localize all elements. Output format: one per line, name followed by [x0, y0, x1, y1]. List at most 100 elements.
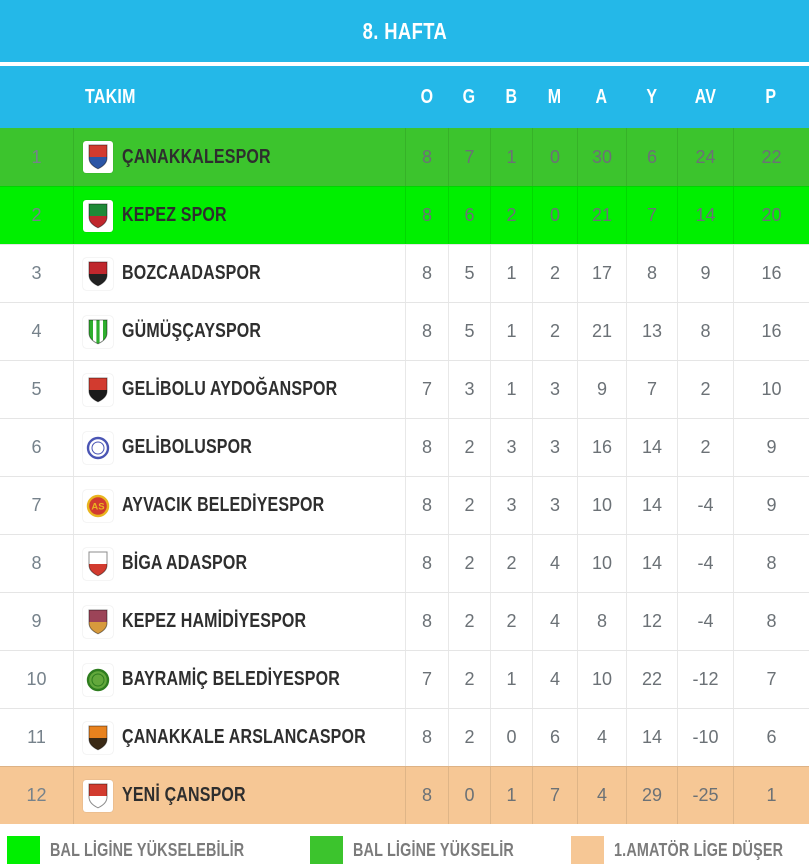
stat-value-cell: 3	[448, 361, 490, 418]
stat-value-cell: 2	[490, 593, 532, 650]
table-body: 1 ÇANAKKALESPOR 8 7 1 0 30 6 24 22 2 KEP…	[0, 128, 809, 824]
stat-column-header-cell: O	[405, 66, 448, 128]
stat-value-cell: -12	[677, 651, 733, 708]
stat-value: 9	[596, 379, 607, 399]
stat-value-cell: 14	[626, 535, 677, 592]
stat-value-cell: 1	[490, 303, 532, 360]
legend-color-swatch	[7, 836, 40, 864]
position-cell: 10	[0, 651, 74, 708]
team-logo-icon	[83, 199, 113, 232]
stat-value: 8	[421, 146, 432, 167]
stat-value: 21	[591, 205, 613, 225]
position-number: 4	[31, 321, 42, 341]
stat-value-cell: 14	[626, 477, 677, 534]
stat-column-header-cell: M	[532, 66, 577, 128]
stat-value-cell: 2	[448, 709, 490, 766]
stat-column-header-cell: A	[577, 66, 626, 128]
stat-value-cell: 7	[733, 651, 809, 708]
stat-value: 2	[506, 611, 517, 631]
position-cell: 7	[0, 477, 74, 534]
stat-value-cell: 10	[577, 535, 626, 592]
stat-value: 0	[549, 146, 560, 167]
week-title: 8. HAFTA	[362, 17, 447, 44]
stat-value-cell: 21	[577, 303, 626, 360]
stat-value: 14	[641, 437, 663, 457]
stat-value-cell: 8	[405, 187, 448, 244]
stat-value-cell: 8	[405, 709, 448, 766]
stat-value-cell: 8	[677, 303, 733, 360]
stat-value: 2	[464, 437, 475, 457]
position-number: 1	[31, 146, 42, 167]
stat-value: 1	[766, 785, 777, 805]
stat-value-cell: 8	[405, 419, 448, 476]
stat-value: 1	[506, 146, 517, 167]
stat-value-cell: 8	[405, 535, 448, 592]
team-name: AYVACIK BELEDİYESPOR	[122, 494, 325, 516]
position-cell: 9	[0, 593, 74, 650]
stat-value: 7	[421, 669, 432, 689]
stat-value-cell: 7	[448, 128, 490, 186]
stat-value: 30	[591, 146, 613, 167]
stat-value: 7	[766, 669, 777, 689]
stat-value-cell: 2	[532, 303, 577, 360]
stat-value: 3	[464, 379, 475, 399]
stat-value: 2	[464, 611, 475, 631]
stat-value: 2	[549, 321, 560, 341]
stat-value: 2	[549, 263, 560, 283]
stat-value: -12	[692, 669, 719, 689]
stat-value-cell: 2	[490, 535, 532, 592]
legend-color-swatch	[571, 836, 605, 864]
stat-value-cell: 8	[405, 128, 448, 186]
stat-value: 6	[766, 727, 777, 747]
team-cell: GELİBOLUSPOR	[74, 419, 405, 476]
stat-value: 9	[766, 437, 777, 457]
stat-value-cell: -25	[677, 767, 733, 824]
stat-value: 9	[700, 263, 711, 283]
stat-value-cell: 2	[490, 187, 532, 244]
table-row: 1 ÇANAKKALESPOR 8 7 1 0 30 6 24 22	[0, 128, 809, 186]
stat-value: 20	[761, 205, 782, 225]
stat-value: 14	[695, 205, 716, 225]
stat-value: 4	[549, 553, 560, 573]
stat-value-cell: 7	[405, 361, 448, 418]
stat-column-header-cell: P	[733, 66, 809, 128]
stat-value: -4	[697, 553, 714, 573]
stat-value-cell: 2	[448, 593, 490, 650]
stat-value: 3	[549, 495, 560, 515]
stat-value: 0	[549, 205, 560, 225]
team-logo-icon	[83, 315, 113, 348]
team-name: YENİ ÇANSPOR	[122, 784, 246, 806]
stat-value-cell: 16	[577, 419, 626, 476]
position-number: 7	[31, 495, 42, 515]
stat-value-cell: 4	[532, 535, 577, 592]
team-logo-icon	[83, 373, 113, 406]
table-row: 3 BOZCAADASPOR 8 5 1 2 17 8 9 16	[0, 244, 809, 302]
stat-value: 14	[641, 553, 663, 573]
table-row: 5 GELİBOLU AYDOĞANSPOR 7 3 1 3 9 7 2 10	[0, 360, 809, 418]
stat-value-cell: 0	[448, 767, 490, 824]
table-row: 4 GÜMÜŞÇAYSPOR 8 5 1 2 21 13 8 16	[0, 302, 809, 360]
stat-value: -4	[697, 611, 714, 631]
stat-value: 10	[591, 495, 613, 515]
stat-value: 7	[646, 205, 657, 225]
team-cell: BAYRAMİÇ BELEDİYESPOR	[74, 651, 405, 708]
stat-value: 8	[421, 495, 432, 515]
stat-value-cell: 1	[490, 767, 532, 824]
stat-value: 8	[766, 611, 777, 631]
team-logo-icon: AS	[83, 489, 113, 522]
stat-value-cell: 8	[577, 593, 626, 650]
stat-value: 16	[591, 437, 613, 457]
stat-value-cell: 2	[448, 651, 490, 708]
position-cell: 12	[0, 767, 74, 824]
stat-value-cell: 5	[448, 303, 490, 360]
stat-value: 4	[596, 785, 607, 805]
position-cell: 6	[0, 419, 74, 476]
stat-value-cell: 0	[532, 128, 577, 186]
position-number: 5	[31, 379, 42, 399]
stat-value-cell: 8	[405, 303, 448, 360]
stat-value: 4	[549, 611, 560, 631]
table-row: 2 KEPEZ SPOR 8 6 2 0 21 7 14 20	[0, 186, 809, 244]
legend-label: BAL LİGİNE YÜKSELEBİLİR	[50, 839, 245, 860]
stat-value-cell: 6	[448, 187, 490, 244]
stat-value-cell: 20	[733, 187, 809, 244]
